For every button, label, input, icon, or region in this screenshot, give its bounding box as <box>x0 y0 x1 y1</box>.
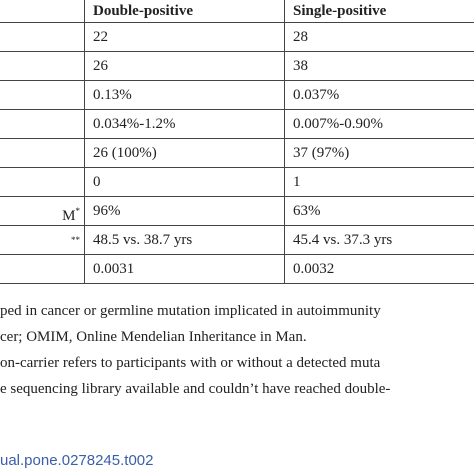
row-rule <box>0 196 474 197</box>
table-cell: 0.0032 <box>293 261 335 277</box>
header-cell: Single-positive <box>293 3 387 19</box>
row-rule <box>0 51 474 52</box>
table-cell: 0.034%-1.2% <box>93 116 176 132</box>
table-cell: 0.0031 <box>93 261 135 277</box>
table-cell: 38 <box>293 58 308 74</box>
table-cell: 0.13% <box>93 87 132 103</box>
row-label-text: M <box>62 208 76 224</box>
row-rule <box>0 167 474 168</box>
row-rule <box>0 283 474 284</box>
table-cell: 96% <box>93 203 121 219</box>
row-rule <box>0 80 474 81</box>
footnote: on-carrier refers to participants with o… <box>0 355 381 371</box>
table-cell: 45.4 vs. 37.3 yrs <box>293 232 393 248</box>
table-cell: 26 <box>93 58 108 74</box>
table-cell: 63% <box>293 203 321 219</box>
footnote: ped in cancer or germline mutation impli… <box>0 303 381 319</box>
column-rule <box>84 0 85 283</box>
row-label: M* <box>62 202 80 225</box>
row-rule <box>0 254 474 255</box>
table-cell: 0.007%-0.90% <box>293 116 383 132</box>
row-label: ** <box>71 231 80 254</box>
row-rule <box>0 22 474 23</box>
table-cell: 22 <box>93 29 108 45</box>
table-cell: 0 <box>93 174 101 190</box>
footnote: cer; OMIM, Online Mendelian Inheritance … <box>0 329 307 345</box>
doi-link: ual.pone.0278245.t002 <box>0 452 154 469</box>
footnote: e sequencing library available and could… <box>0 381 391 397</box>
column-rule <box>284 0 285 283</box>
row-rule <box>0 109 474 110</box>
table-cell: 37 (97%) <box>293 145 350 161</box>
row-label-sup: ** <box>71 235 80 245</box>
table-cell: 26 (100%) <box>93 145 157 161</box>
row-rule <box>0 138 474 139</box>
table-cell: 1 <box>293 174 301 190</box>
row-rule <box>0 225 474 226</box>
row-label-sup: * <box>75 206 81 216</box>
table-cell: 28 <box>293 29 308 45</box>
header-cell: Double-positive <box>93 3 194 19</box>
table-cell: 48.5 vs. 38.7 yrs <box>93 232 193 248</box>
table-cell: 0.037% <box>293 87 340 103</box>
